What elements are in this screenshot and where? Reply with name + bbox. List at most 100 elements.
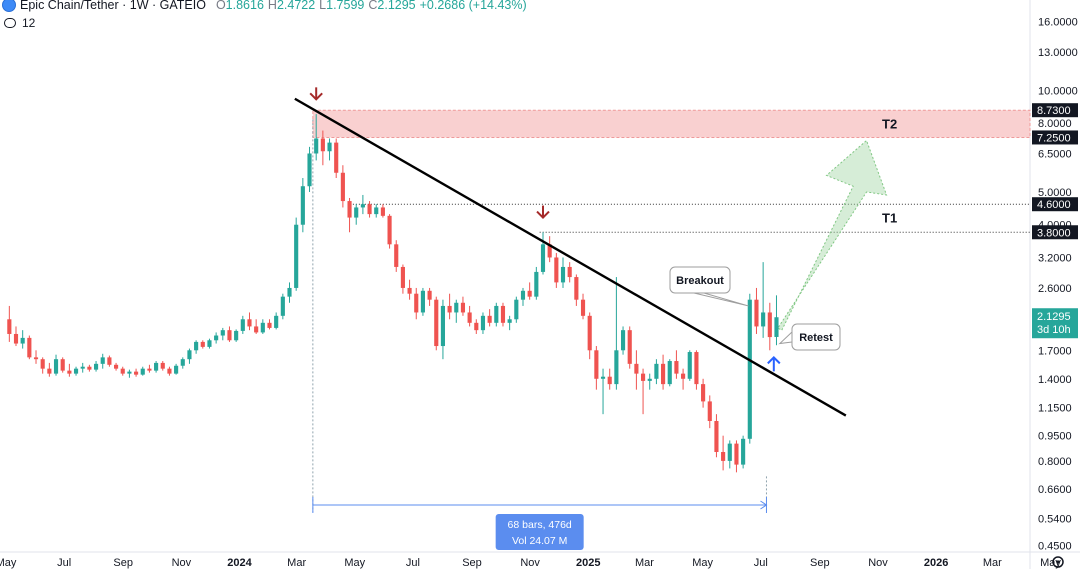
- price-tick-label: 0.6600: [1038, 484, 1072, 496]
- candle-body: [194, 341, 199, 351]
- candle: [667, 359, 672, 387]
- retest-label: Retest: [799, 332, 833, 344]
- candle-body: [314, 138, 319, 154]
- candle: [234, 329, 239, 342]
- candle: [507, 315, 512, 331]
- candle-body: [534, 271, 539, 297]
- candle-body: [87, 366, 92, 370]
- time-tick-label: Jul: [57, 557, 71, 569]
- candle: [300, 177, 305, 233]
- trendline[interactable]: [294, 97, 847, 417]
- time-tick-label: 2025: [576, 557, 600, 569]
- candle: [120, 366, 125, 376]
- candle: [200, 340, 205, 349]
- candle-body: [747, 299, 752, 439]
- arrow-head: [536, 210, 550, 219]
- candle: [60, 357, 65, 373]
- retest-callout[interactable]: Retest: [778, 323, 841, 351]
- candle: [307, 146, 312, 192]
- candle-body: [681, 373, 686, 379]
- close-label: C: [368, 0, 378, 12]
- candle-body: [667, 361, 672, 385]
- candle: [294, 217, 299, 291]
- candle-body: [234, 330, 239, 341]
- price-tick-label: 1.4000: [1038, 374, 1072, 386]
- candle: [741, 435, 746, 469]
- candle: [374, 204, 379, 218]
- candle: [474, 319, 479, 334]
- gear-icon[interactable]: [1052, 556, 1064, 568]
- candle: [33, 350, 39, 364]
- price-tag-text: 8.7300: [1037, 105, 1071, 117]
- candle: [661, 354, 666, 390]
- candle-body: [307, 153, 312, 187]
- time-tick-label: Sep: [113, 557, 133, 569]
- candle-body: [460, 302, 466, 313]
- candle-body: [454, 302, 459, 313]
- retest-marker-up-arrow-icon: [767, 355, 781, 372]
- breakout-label: Breakout: [676, 275, 724, 287]
- candle: [47, 362, 52, 377]
- candle-body: [300, 186, 305, 225]
- candle: [747, 293, 752, 444]
- candle: [647, 373, 652, 390]
- candle: [714, 414, 719, 458]
- time-tick-label: Sep: [462, 557, 482, 569]
- candle: [160, 361, 165, 371]
- candle: [620, 326, 626, 355]
- candle: [634, 350, 639, 390]
- eye-icon[interactable]: [4, 18, 16, 28]
- breakout-callout[interactable]: Breakout: [669, 266, 749, 307]
- candle-body: [654, 363, 659, 379]
- time-tick-label: Jul: [754, 557, 768, 569]
- candle-body: [627, 330, 632, 364]
- price-tick-label: 16.0000: [1038, 16, 1078, 28]
- symbol-title[interactable]: Epic Chain/Tether · 1W · GATEIO: [20, 0, 206, 12]
- candle: [454, 299, 459, 323]
- candle-body: [467, 312, 472, 323]
- price-tag-3800[interactable]: 3.8000: [1032, 225, 1078, 240]
- candle: [7, 305, 12, 342]
- candle: [400, 264, 405, 294]
- price-tick-label: 0.4500: [1038, 540, 1072, 552]
- candle: [480, 312, 486, 334]
- time-tick-label: Jul: [406, 557, 420, 569]
- candle: [127, 369, 132, 378]
- price-tag-4600[interactable]: 4.6000: [1032, 197, 1078, 212]
- candle: [194, 340, 199, 354]
- candle-body: [247, 319, 252, 327]
- candle-body: [180, 359, 185, 366]
- candle: [114, 362, 119, 371]
- price-axis[interactable]: 16.0000 13.0000 10.0000 8.0000 6.5000 5.00004…: [1032, 16, 1078, 552]
- candle-body: [80, 366, 85, 369]
- candle: [654, 359, 659, 385]
- target-labels: T1 T2: [882, 116, 897, 225]
- range-measure[interactable]: 68 bars, 476d Vol 24.07 M: [312, 497, 768, 550]
- candle: [154, 361, 159, 373]
- candle: [387, 214, 392, 249]
- candle-body: [20, 337, 25, 344]
- candle-body: [407, 287, 412, 294]
- candle: [107, 355, 112, 367]
- indicator-row[interactable]: 12: [4, 16, 35, 30]
- candle-body: [727, 443, 732, 461]
- price-tag-8730[interactable]: 8.7300: [1032, 103, 1078, 118]
- price-tag-box: [1032, 225, 1078, 240]
- candle: [540, 232, 546, 275]
- time-axis[interactable]: May Jul Sep Nov 2024 Mar May Jul Sep Nov 2025 Mar Ma…: [0, 556, 1064, 569]
- peak-marker-down-arrow-icon: [536, 205, 550, 219]
- last-price-box: [1032, 308, 1078, 339]
- price-tag-7250[interactable]: 7.2500: [1032, 130, 1078, 145]
- target-zone-t2[interactable]: [312, 109, 1031, 138]
- candle: [180, 357, 185, 369]
- candle-body: [494, 305, 499, 323]
- candle-body: [320, 138, 325, 152]
- candle: [53, 354, 59, 376]
- candle: [320, 130, 325, 166]
- gear-ring: [1052, 556, 1064, 568]
- candle: [440, 299, 446, 360]
- candle: [527, 282, 532, 300]
